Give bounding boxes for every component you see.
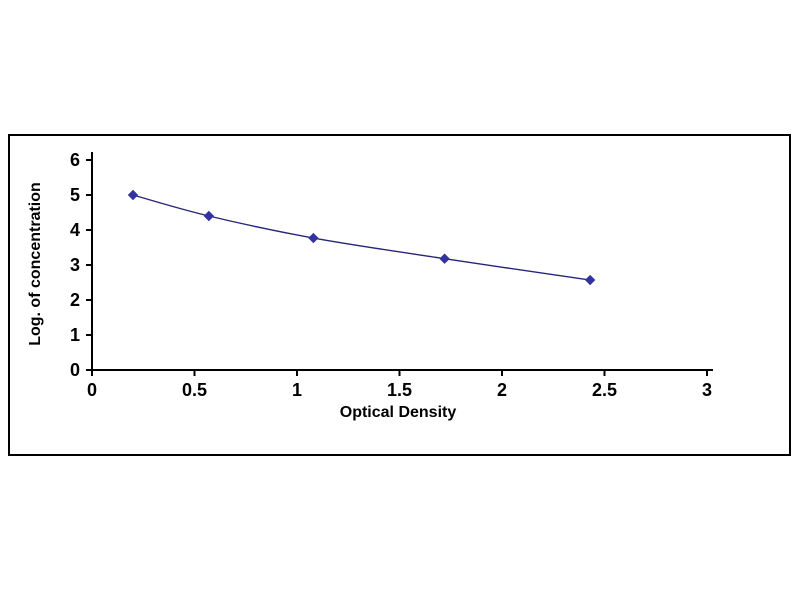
x-tick-label: 0.5	[182, 380, 207, 400]
curve-line	[132, 194, 591, 281]
y-tick-label: 1	[70, 325, 80, 345]
y-tick-label: 0	[70, 360, 80, 380]
standard-curve-plot: 0 0.5 1 1.5 2 2.5 3 0 1 2 3 4 5 6	[70, 150, 713, 400]
y-tick-label: 5	[70, 185, 80, 205]
x-tick-label: 1	[292, 380, 302, 400]
chart-frame: 0 0.5 1 1.5 2 2.5 3 0 1 2 3 4 5 6 Log. of concentrati…	[8, 134, 791, 456]
data-point-marker	[439, 253, 450, 264]
y-axis-label: Log. of concentration	[27, 182, 44, 346]
y-tick-label: 6	[70, 150, 80, 170]
x-tick-label: 1.5	[387, 380, 412, 400]
x-tick-label: 2.5	[592, 380, 617, 400]
data-point-marker	[203, 210, 215, 222]
data-point-marker	[127, 189, 139, 201]
y-tick-label: 3	[70, 255, 80, 275]
data-point-marker	[308, 232, 319, 244]
x-tick-label: 2	[497, 380, 507, 400]
x-axis-label: Optical Density	[339, 404, 457, 421]
data-point-marker	[584, 274, 596, 286]
y-tick-label: 2	[70, 290, 80, 310]
y-tick-label: 4	[70, 220, 80, 240]
x-tick-label: 3	[702, 380, 712, 400]
x-tick-label: 0	[87, 380, 97, 400]
